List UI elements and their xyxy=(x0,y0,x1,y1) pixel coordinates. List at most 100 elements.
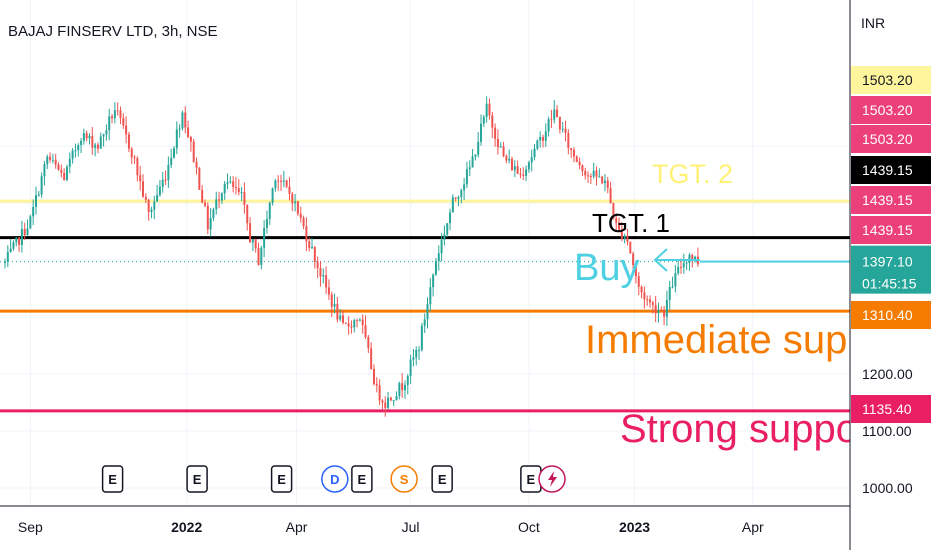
candle-body xyxy=(260,247,263,265)
candle xyxy=(15,237,18,247)
candle-body xyxy=(249,223,252,243)
candle-body xyxy=(556,109,559,117)
grid-lines xyxy=(0,0,850,506)
price-axis-label-text: 1310.40 xyxy=(862,307,913,323)
candle-body xyxy=(437,253,440,262)
candle xyxy=(601,175,604,185)
candle xyxy=(158,180,161,197)
candle-body xyxy=(485,103,488,117)
event-letter: E xyxy=(108,472,117,487)
candle-body xyxy=(232,181,235,187)
candle-body xyxy=(606,180,609,189)
candle xyxy=(615,213,618,231)
event-marker-e-icon[interactable]: E xyxy=(270,465,293,493)
horizontal-levels xyxy=(0,199,850,413)
candle xyxy=(482,114,485,128)
candle-body xyxy=(139,175,142,182)
candle xyxy=(623,233,626,244)
candle-body xyxy=(367,336,370,349)
candle-body xyxy=(161,179,164,187)
candle-body xyxy=(558,116,561,130)
candle-body xyxy=(353,320,356,328)
candle xyxy=(508,149,511,164)
candle-body xyxy=(443,234,446,240)
event-box xyxy=(186,465,208,493)
candle-body xyxy=(12,242,15,249)
candle-body xyxy=(637,276,640,287)
candle-body xyxy=(525,169,528,176)
candle xyxy=(167,156,170,188)
event-marker-e-icon[interactable]: E xyxy=(520,465,542,493)
candle-body xyxy=(420,325,423,350)
candle-body xyxy=(325,275,328,288)
candle-body xyxy=(465,169,468,185)
candle-body xyxy=(480,123,483,142)
candle-body xyxy=(640,286,643,293)
candle xyxy=(457,195,460,207)
candle-body xyxy=(651,302,654,305)
candle-body xyxy=(223,183,226,194)
candle xyxy=(418,346,421,361)
candle-body xyxy=(187,127,190,137)
candle xyxy=(342,310,344,325)
candle-body xyxy=(406,376,409,385)
candle-body xyxy=(226,182,229,184)
candle xyxy=(333,293,336,314)
candle-body xyxy=(263,227,266,248)
event-marker-e-icon[interactable]: E xyxy=(351,465,373,493)
candle xyxy=(375,377,378,393)
candle-body xyxy=(626,235,629,242)
candle-body xyxy=(282,180,285,182)
price-axis-label-0: 1503.20 xyxy=(851,66,931,94)
candle xyxy=(618,217,621,233)
candle-body xyxy=(356,320,359,322)
candle xyxy=(434,257,437,276)
event-marker-d-icon[interactable]: D xyxy=(321,465,349,493)
candle xyxy=(409,354,412,384)
candle-body xyxy=(251,239,254,243)
candle xyxy=(77,143,80,157)
candle-body xyxy=(423,319,426,326)
event-marker-e-icon[interactable]: E xyxy=(186,465,208,493)
event-marker-s-icon[interactable]: S xyxy=(390,465,418,493)
candle-body xyxy=(350,326,353,328)
candle xyxy=(646,295,649,306)
candle-body xyxy=(68,158,71,167)
event-marker-e-icon[interactable]: E xyxy=(431,465,453,493)
event-letter: E xyxy=(527,472,536,487)
candle xyxy=(18,236,21,252)
event-box xyxy=(101,465,124,493)
annotation-buy: Buy xyxy=(574,247,639,289)
candle xyxy=(643,286,646,309)
candle-body xyxy=(567,133,570,149)
candle-body xyxy=(150,209,153,212)
price-tick-label: 1000.00 xyxy=(862,480,913,496)
candle xyxy=(350,320,353,334)
candle-body xyxy=(418,349,421,351)
candle-body xyxy=(375,383,378,386)
candle xyxy=(60,164,63,178)
candle xyxy=(80,137,83,154)
event-letter: E xyxy=(438,472,447,487)
candle xyxy=(195,157,198,175)
event-marker-e-icon[interactable]: E xyxy=(101,465,124,493)
candle-body xyxy=(511,158,513,171)
price-axis-label-6: 1310.40 xyxy=(851,301,931,329)
candle xyxy=(626,228,629,246)
candle xyxy=(237,179,240,196)
price-axis-label-bg xyxy=(851,125,931,153)
candle-body xyxy=(387,397,390,408)
candle-body xyxy=(133,157,136,159)
event-marker-lightning-icon[interactable] xyxy=(538,465,566,493)
candle-body xyxy=(415,349,418,358)
price-axis-label-text: 1439.15 xyxy=(862,222,913,238)
candle xyxy=(226,173,229,190)
event-box xyxy=(431,465,453,493)
candle xyxy=(23,222,26,241)
candle xyxy=(147,198,150,221)
candle-body xyxy=(609,188,612,204)
candle-body xyxy=(370,348,373,369)
candle xyxy=(680,258,682,274)
